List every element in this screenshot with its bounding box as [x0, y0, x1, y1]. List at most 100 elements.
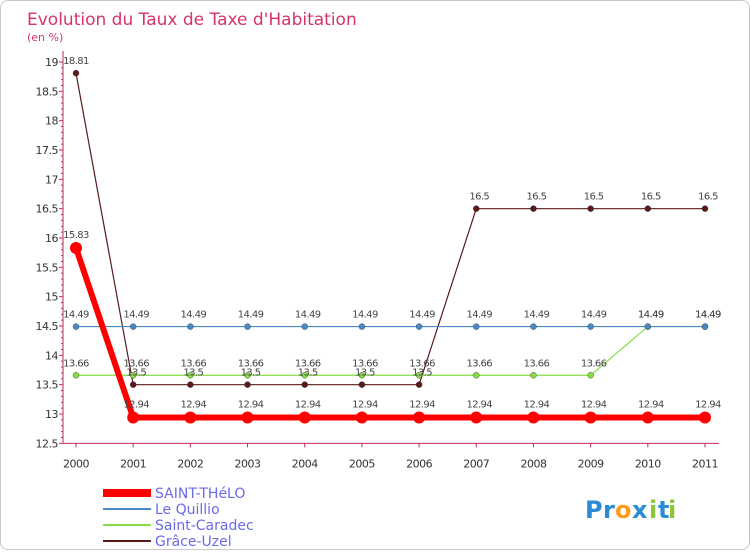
data-point-gr-ce-uzel [72, 69, 80, 77]
data-point-saint-th-lo [127, 411, 140, 424]
data-label-saint-th-lo: 12.94 [238, 400, 264, 411]
x-tick-label: 2005 [349, 457, 375, 470]
y-tick-label: 16 [45, 232, 58, 245]
data-point-gr-ce-uzel [415, 381, 423, 388]
data-label-le-quillio: 14.49 [181, 310, 207, 321]
data-point-gr-ce-uzel [187, 381, 194, 388]
series-line-saint-th-lo [73, 247, 705, 421]
y-tick-label: 17 [45, 173, 58, 186]
data-label-saint-th-lo: 12.94 [524, 400, 550, 411]
data-point-gr-ce-uzel [530, 205, 537, 212]
data-label-saint-caradec: 13.66 [123, 358, 149, 369]
data-label-le-quillio: 14.49 [695, 310, 721, 321]
legend-label-saint-caradec: Saint-Caradec [155, 518, 254, 534]
data-point-saint-caradec [301, 372, 308, 379]
data-point-le-quillio [244, 323, 251, 330]
data-label-le-quillio: 14.49 [581, 310, 607, 321]
data-point-saint-th-lo [413, 411, 426, 424]
data-point-le-quillio [644, 323, 652, 330]
data-point-saint-caradec [415, 372, 423, 379]
data-label-saint-caradec: 13.66 [63, 358, 89, 369]
data-point-gr-ce-uzel [701, 205, 709, 212]
data-label-saint-th-lo: 12.94 [695, 400, 721, 411]
data-label-saint-caradec: 14.49 [695, 310, 721, 321]
data-label-saint-th-lo: 12.94 [123, 400, 149, 411]
legend-label-le-quillio: Le Quillio [155, 502, 220, 518]
data-label-gr-ce-uzel: 16.5 [469, 192, 489, 203]
data-label-layer: 15.83 12.94 12.94 12.94 12.94 12.94 12.94 12.94… [63, 56, 721, 410]
data-label-gr-ce-uzel: 16.5 [641, 192, 661, 203]
data-point-le-quillio [530, 323, 537, 330]
x-tick-label: 2000 [63, 457, 89, 470]
data-label-gr-ce-uzel: 13.5 [126, 368, 146, 379]
chart-unit-label: (en %) [27, 31, 63, 44]
series-layer [70, 69, 711, 424]
data-point-saint-caradec [530, 372, 537, 379]
data-point-le-quillio [473, 323, 480, 330]
series-line-saint-caradec [76, 325, 705, 376]
data-point-saint-caradec [587, 372, 594, 379]
x-tick-label: 2009 [578, 457, 604, 470]
x-tick-label: 2008 [520, 457, 546, 470]
data-label-gr-ce-uzel: 16.5 [527, 192, 547, 203]
brand-letter: x [632, 496, 648, 524]
data-label-gr-ce-uzel: 16.5 [698, 192, 718, 203]
data-label-saint-th-lo: 12.94 [581, 400, 607, 411]
data-label-saint-caradec: 13.66 [524, 358, 550, 369]
x-tick-label: 2010 [635, 457, 661, 470]
y-tick-label: 17.5 [36, 144, 59, 157]
data-point-le-quillio [129, 323, 137, 330]
data-point-le-quillio [701, 323, 709, 330]
data-point-le-quillio [301, 323, 308, 330]
y-tick-label: 15.5 [36, 261, 59, 274]
data-label-saint-th-lo: 12.94 [352, 400, 378, 411]
data-point-saint-caradec [358, 372, 366, 379]
data-label-saint-caradec: 13.66 [181, 358, 207, 369]
y-tick-label: 19 [45, 56, 58, 69]
data-label-gr-ce-uzel: 13.5 [412, 368, 432, 379]
data-point-saint-th-lo [184, 411, 197, 424]
data-label-le-quillio: 14.49 [638, 310, 664, 321]
y-tick-label: 16.5 [36, 203, 59, 216]
data-label-saint-th-lo: 15.83 [63, 230, 89, 241]
data-label-gr-ce-uzel: 16.5 [584, 192, 604, 203]
data-point-le-quillio [358, 323, 366, 330]
data-point-gr-ce-uzel [129, 381, 137, 388]
data-point-gr-ce-uzel [473, 205, 480, 212]
data-label-le-quillio: 14.49 [352, 310, 378, 321]
data-label-saint-th-lo: 12.94 [409, 400, 435, 411]
brand-letter: P [585, 496, 603, 524]
data-point-saint-th-lo [298, 411, 311, 424]
data-point-le-quillio [187, 323, 194, 330]
data-point-saint-caradec [473, 372, 480, 379]
y-tick-label: 14 [45, 349, 58, 362]
data-label-saint-caradec: 13.66 [466, 358, 492, 369]
data-point-le-quillio [587, 323, 594, 330]
brand-letter: i [649, 496, 657, 524]
data-point-le-quillio [415, 323, 423, 330]
data-point-saint-th-lo [70, 241, 82, 254]
x-tick-label: 2011 [692, 457, 718, 470]
x-tick-label: 2004 [292, 457, 318, 470]
data-point-le-quillio [72, 323, 80, 330]
series-line-gr-ce-uzel [75, 73, 705, 386]
x-tick-label: 2003 [235, 457, 261, 470]
data-point-saint-th-lo [241, 411, 254, 424]
y-tick-label: 14.5 [36, 320, 59, 333]
y-tick-label: 13 [45, 408, 58, 421]
data-label-saint-caradec: 13.66 [409, 358, 435, 369]
data-label-saint-caradec: 13.66 [581, 358, 607, 369]
data-point-saint-caradec [187, 372, 194, 379]
data-point-gr-ce-uzel [358, 381, 366, 388]
x-tick-label: 2007 [463, 457, 489, 470]
data-point-saint-th-lo [641, 411, 654, 424]
data-label-le-quillio: 14.49 [466, 310, 492, 321]
data-point-saint-caradec [72, 372, 80, 379]
data-point-gr-ce-uzel [587, 205, 594, 212]
brand-letter: o [615, 496, 632, 524]
data-label-saint-caradec: 13.66 [352, 358, 378, 369]
data-label-le-quillio: 14.49 [63, 310, 89, 321]
